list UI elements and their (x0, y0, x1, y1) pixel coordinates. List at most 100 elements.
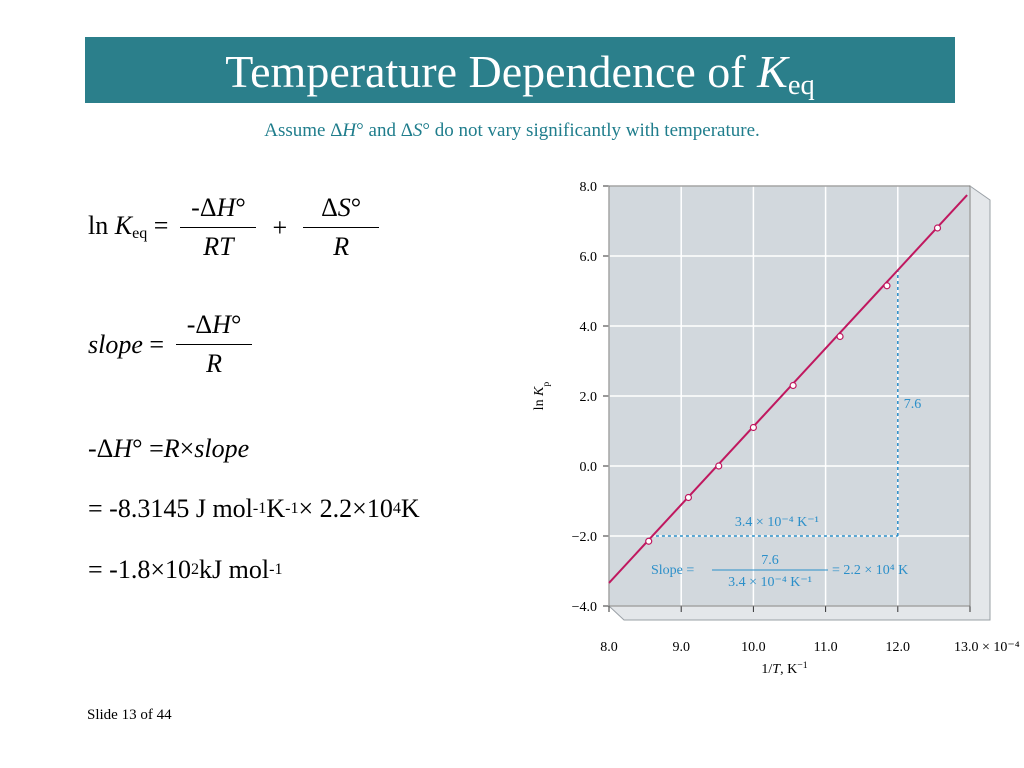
text-run: ° do not vary significantly with tempera… (422, 120, 760, 141)
text-run: = (147, 211, 169, 241)
fraction: -ΔH° RT (180, 193, 257, 262)
text-run: K (114, 211, 133, 241)
text-run: RT (203, 232, 234, 261)
numerator: ΔS° (313, 193, 369, 227)
text-run: Assume Δ (264, 120, 343, 141)
denominator: R (303, 227, 380, 262)
text-run: H (113, 434, 133, 463)
y-tick-label: 6.0 (580, 250, 598, 265)
y-tick-label: 8.0 (580, 180, 598, 195)
data-point (789, 381, 797, 390)
text-run: -Δ (191, 193, 217, 222)
text-run: K (532, 386, 547, 397)
y-tick-label: 2.0 (580, 390, 598, 405)
chart: −4.0 −2.0 0.0 2.0 4.0 6.0 8.0 8.0 9.0 10.0 11.0 12.… (532, 180, 1020, 678)
denominator: R (176, 344, 253, 379)
x-axis-label: 1/T, K−1 (761, 660, 807, 678)
y-tick-label: 4.0 (580, 320, 598, 335)
text-run: ° = (132, 434, 164, 463)
equation-line: -Δ H ° = R × slope (88, 434, 249, 464)
text-run: S (337, 193, 351, 222)
text-run: = -1.8×10 (88, 555, 191, 584)
text-run: −1 (797, 660, 808, 671)
x-tick-label: 11.0 (814, 640, 838, 655)
text-run: ° (235, 193, 246, 222)
data-point (645, 537, 653, 545)
annotation: = 2.2 × 10⁴ K (832, 563, 908, 578)
text-run: R (206, 349, 222, 378)
text-run: H (212, 310, 231, 339)
text-run: slope (194, 434, 250, 463)
denominator: RT (180, 227, 257, 262)
y-tick-label: 0.0 (580, 460, 598, 475)
text-run: ° (230, 310, 242, 339)
x-tick-label: 8.0 (600, 640, 618, 655)
y-tick-label: −4.0 (572, 600, 597, 615)
text-run: -1 (252, 500, 267, 517)
text-run: × 2.2×10 (298, 494, 393, 523)
annotation: 7.6 (904, 397, 922, 412)
y-tick-label: −2.0 (572, 530, 597, 545)
equation-lhs: slope = (88, 330, 164, 360)
text-run: ° and Δ (356, 120, 413, 141)
text-run: H (342, 120, 357, 141)
text-run: K (757, 46, 788, 97)
x-tick-label: 10.0 (741, 640, 766, 655)
equation: slope = -ΔH° R (88, 310, 264, 379)
text-run: 1/ (761, 662, 772, 677)
fraction: ΔS° R (303, 193, 380, 262)
text-run: R (163, 434, 180, 463)
data-point (933, 224, 942, 232)
text-run: × (179, 434, 195, 463)
text-run: 4 (392, 500, 401, 517)
data-point (749, 423, 758, 432)
annotation: 3.4 × 10⁻⁴ K⁻¹ (728, 575, 812, 590)
text-run: 2 (190, 561, 200, 578)
text-run: H (216, 193, 236, 222)
text-run: -Δ (88, 434, 114, 463)
title: Temperature Dependence of Keq (85, 37, 955, 103)
fit-line (608, 194, 968, 584)
annotation: 7.6 (761, 553, 779, 568)
text-run: -1 (285, 500, 299, 517)
text-run: p (541, 382, 552, 387)
plot-frame (608, 185, 971, 607)
text-run: kJ mol (199, 555, 270, 584)
text-run: eq (787, 70, 815, 102)
equation-lhs: ln Keq = (88, 211, 168, 243)
y-axis-label: ln Kp (532, 382, 552, 411)
text-run: eq (132, 225, 148, 243)
text-run: = -8.3145 J mol (88, 494, 253, 523)
x-tick-label: 9.0 (672, 640, 690, 655)
numerator: -ΔH° (179, 310, 250, 344)
subtitle: Assume ΔH° and ΔS° do not vary significa… (0, 120, 1024, 142)
operator: + (272, 212, 288, 242)
footer: Slide 13 of 44 (87, 707, 172, 723)
equation: ln Keq = -ΔH° RT + ΔS° R (88, 193, 391, 262)
fraction: -ΔH° R (176, 310, 253, 379)
annotation: Slope = (651, 563, 694, 578)
text-run: T (772, 662, 781, 677)
data-point (836, 332, 844, 341)
x-tick-label: 13.0 × 10⁻⁴ (954, 640, 1020, 655)
text-run: S (412, 120, 423, 141)
text-run: = (142, 329, 165, 359)
data-point (883, 282, 891, 290)
x-tick-label: 12.0 (886, 640, 911, 655)
text-run: Δ (321, 193, 338, 222)
text-run: ° (350, 193, 362, 222)
text-run: K (400, 494, 420, 523)
text-run: ln (532, 396, 547, 410)
text-run: slope (88, 329, 143, 359)
text-run: ln (88, 211, 115, 241)
text-run: -1 (269, 561, 283, 578)
text-run: Temperature Dependence of (225, 46, 758, 97)
text-run: -Δ (186, 310, 213, 339)
text-run: K (266, 494, 286, 523)
annotation: 3.4 × 10⁻⁴ K⁻¹ (735, 515, 819, 530)
numerator: -ΔH° (183, 193, 254, 227)
equation-line: = -8.3145 J mol -1 K -1 × 2.2×10 4 K (88, 494, 420, 524)
equation-line: = -1.8×10 2 kJ mol -1 (88, 555, 283, 585)
text-run: R (333, 232, 350, 261)
